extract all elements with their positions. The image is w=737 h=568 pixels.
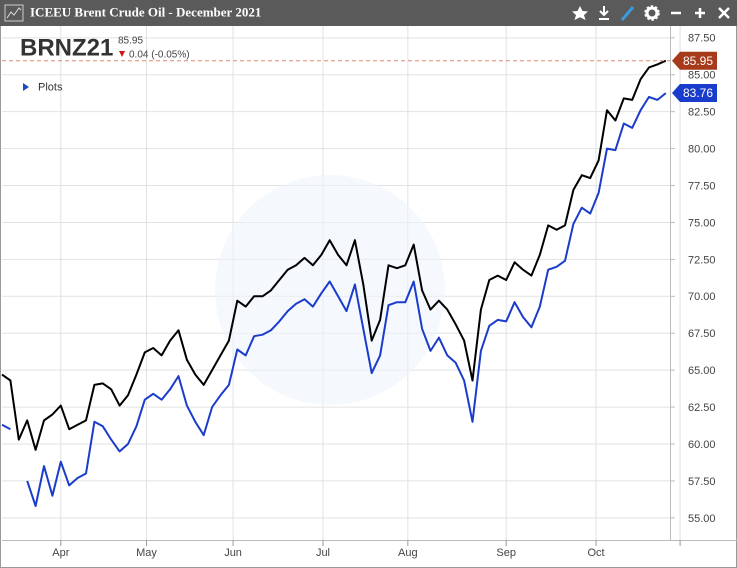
x-tick-label: Jun	[224, 547, 242, 559]
y-tick-label: 62.50	[688, 402, 716, 414]
star-icon[interactable]	[572, 6, 588, 20]
draw-icon[interactable]	[620, 6, 635, 21]
price-line	[1, 59, 667, 451]
price-change: 0.04 (-0.05%)	[129, 50, 190, 61]
y-tick-label: 72.50	[688, 254, 716, 266]
x-tick-label: Apr	[52, 547, 69, 559]
header-bar	[0, 0, 737, 26]
toolbar	[572, 5, 730, 21]
y-tick-label: 55.00	[688, 513, 716, 525]
price-line	[1, 92, 667, 507]
chart-title: ICEEU Brent Crude Oil - December 2021	[30, 4, 261, 19]
y-tick-label: 65.00	[688, 365, 716, 377]
legend-arrow[interactable]	[23, 83, 29, 91]
y-tick-label: 67.50	[688, 328, 716, 340]
maximize-icon[interactable]	[695, 8, 705, 18]
y-tick-label: 60.00	[688, 439, 716, 451]
price-badge	[672, 84, 717, 103]
close-icon[interactable]	[718, 7, 730, 19]
y-tick-label: 77.50	[688, 180, 716, 192]
down-arrow	[119, 51, 125, 57]
price-badge	[672, 51, 717, 70]
y-tick-label: 87.50	[688, 33, 716, 45]
download-icon[interactable]	[599, 6, 609, 20]
y-tick-label: 82.50	[688, 107, 716, 119]
y-tick-label: 75.00	[688, 217, 716, 229]
symbol: BRNZ21	[20, 34, 113, 61]
x-tick-label: Sep	[496, 547, 516, 559]
last-price: 85.95	[118, 36, 143, 47]
y-tick-label: 85.00	[688, 70, 716, 82]
x-tick-label: Jul	[316, 547, 330, 559]
legend-label[interactable]: Plots	[38, 81, 63, 93]
plot	[1, 59, 670, 507]
price-badge-label: 83.76	[683, 86, 713, 100]
x-tick-label: May	[136, 547, 157, 559]
watermark	[215, 175, 445, 405]
y-tick-label: 57.50	[688, 476, 716, 488]
y-tick-label: 80.00	[688, 143, 716, 155]
price-badge-label: 85.95	[683, 54, 713, 68]
chart-icon	[4, 4, 24, 22]
y-tick-label: 70.00	[688, 291, 716, 303]
x-tick-label: Oct	[587, 547, 604, 559]
x-tick-label: Aug	[398, 547, 418, 559]
settings-icon[interactable]	[644, 5, 660, 21]
